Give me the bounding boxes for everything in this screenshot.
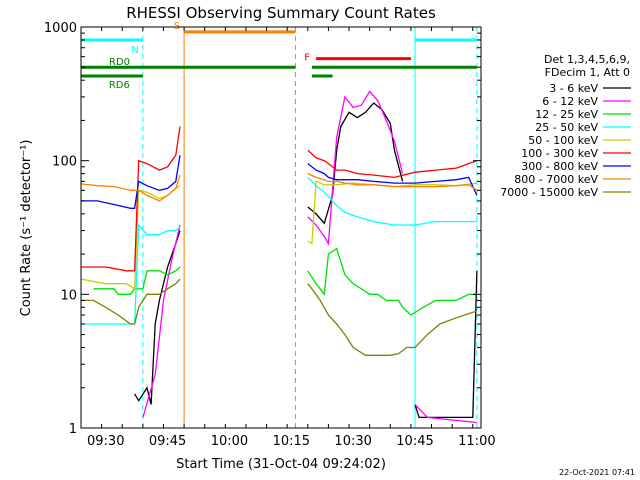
plot-frame	[80, 26, 482, 429]
legend-header: Det 1,3,4,5,6,9,	[544, 53, 630, 66]
x-tick-label: 10:30	[334, 434, 371, 449]
x-tick-label: 09:45	[149, 434, 186, 449]
series-line	[81, 278, 181, 325]
series-lines	[80, 90, 478, 424]
series-line	[307, 163, 478, 196]
x-axis: 09:30 09:45 10:00 10:15 10:30 10:45 11:00	[80, 27, 496, 449]
flag-label: S	[174, 21, 180, 32]
series-line	[81, 126, 181, 272]
flag-label: N	[131, 45, 138, 56]
flag-label: RD0	[109, 57, 130, 68]
x-tick-label: 09:30	[87, 434, 124, 449]
x-tick-label: 11:00	[458, 434, 495, 449]
flag-label: RD6	[109, 80, 130, 91]
legend-label: 25 - 50 keV	[535, 121, 598, 134]
series-line	[307, 283, 478, 356]
footer-timestamp: 22-Oct-2021 07:41	[559, 468, 635, 477]
series-line	[80, 174, 181, 202]
legend: Det 1,3,4,5,6,9,FDecim 1, Att 0 3 - 6 keV…	[500, 53, 631, 199]
legend-label: 300 - 800 keV	[521, 160, 598, 173]
legend-header: FDecim 1, Att 0	[545, 66, 630, 79]
series-line	[93, 266, 181, 295]
y-axis-label: Count Rate (s⁻¹ detector⁻¹)	[19, 140, 34, 317]
y-tick-label: 100	[52, 155, 77, 170]
series-line	[307, 90, 404, 246]
flag-label: F	[304, 53, 310, 64]
series-line	[414, 270, 478, 419]
legend-label: 50 - 100 keV	[528, 134, 598, 147]
x-tick-label: 10:00	[211, 434, 248, 449]
flag-bars: N S F RD0 RD6	[81, 21, 477, 91]
series-line	[307, 176, 477, 226]
y-tick-label: 1	[69, 422, 77, 437]
x-tick-label: 10:15	[273, 434, 310, 449]
series-line	[307, 247, 477, 316]
series-line	[142, 224, 181, 418]
x-tick-label: 10:45	[396, 434, 433, 449]
series-line	[134, 230, 181, 405]
series-line	[307, 102, 404, 225]
x-axis-label: Start Time (31-Oct-04 09:24:02)	[176, 457, 386, 472]
legend-label: 3 - 6 keV	[549, 82, 598, 95]
legend-label: 100 - 300 keV	[521, 147, 598, 160]
legend-label: 800 - 7000 keV	[514, 173, 598, 186]
series-line	[307, 173, 478, 191]
y-axis: 1 10 100 1000	[44, 21, 481, 437]
legend-label: 7000 - 15000 keV	[500, 186, 598, 199]
series-line	[307, 149, 478, 179]
series-line	[414, 404, 477, 424]
y-tick-label: 10	[60, 288, 77, 303]
chart-title: RHESSI Observing Summary Count Rates	[126, 4, 436, 22]
legend-label: 12 - 25 keV	[535, 108, 598, 121]
series-line	[307, 180, 477, 245]
y-tick-label: 1000	[44, 21, 77, 36]
series-line	[81, 223, 181, 325]
series-line	[81, 154, 181, 209]
legend-label: 6 - 12 keV	[542, 95, 598, 108]
